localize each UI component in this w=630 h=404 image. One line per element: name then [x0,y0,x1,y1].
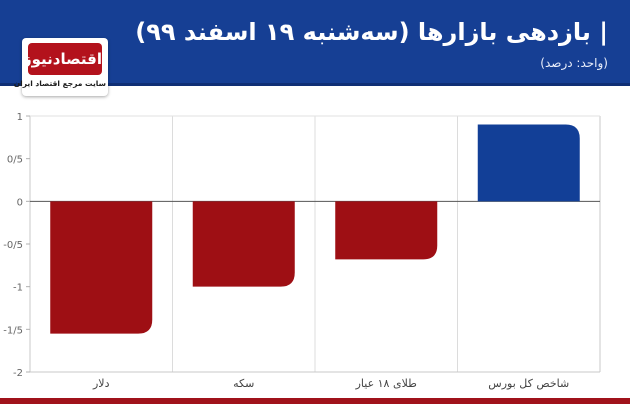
y-tick-label: 0 [17,197,23,208]
logo-tagline: سایت مرجع اقتصاد ایران [13,79,106,88]
y-tick-label: -2 [13,368,23,379]
bar [192,201,295,287]
bar-layer [50,124,580,334]
logo-mark: اقتصادنیوز [23,43,102,75]
category-label: طلای ۱۸ عیار [355,377,418,390]
category-label: دلار [92,377,110,390]
y-tick-label: 0/5 [7,155,23,166]
bottom-bar [0,398,630,404]
unit-label: (واحد: درصد) [540,56,608,70]
y-tick-label: -1 [13,283,23,294]
category-label: سکه [233,377,254,390]
header-stripe [0,83,630,86]
chart-title: | بازدهی بازارها (سه‌شنبه ۱۹ اسفند ۹۹) [135,18,608,46]
bar [50,201,153,334]
y-tick-label: -1/5 [3,325,23,336]
tick-layer: 1 0/5 0 -0/5 -1 -1/5 -2 [3,112,30,379]
logo: اقتصادنیوز سایت مرجع اقتصاد ایران [13,38,108,96]
bar [335,201,438,260]
category-label: شاخص کل بورس [488,377,569,390]
bar [477,124,580,202]
y-tick-label: 1 [17,112,23,123]
y-tick-label: -0/5 [3,240,23,251]
category-layer: دلار سکه طلای ۱۸ عیار شاخص کل بورس [92,377,569,390]
